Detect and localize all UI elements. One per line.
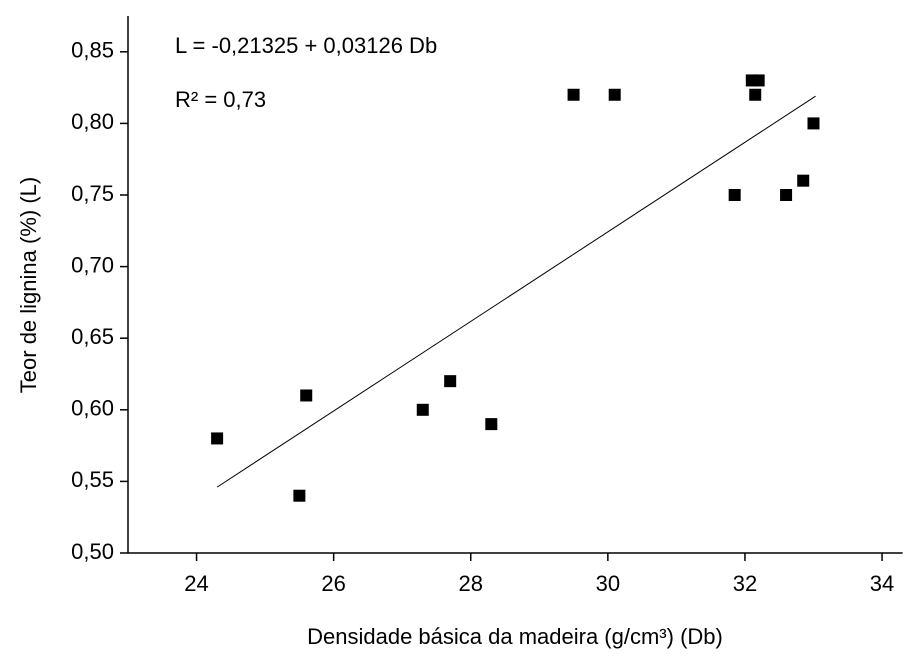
x-tick-label: 32: [733, 571, 757, 596]
point: [608, 88, 621, 101]
y-tick-label: 0,60: [71, 396, 114, 421]
x-tick-label: 26: [321, 571, 345, 596]
point: [567, 88, 580, 101]
r-squared: R² = 0,73: [175, 87, 266, 112]
point: [749, 88, 762, 101]
point: [444, 375, 457, 388]
point: [807, 117, 820, 130]
x-axis-title: Densidade básica da madeira (g/cm³) (Db): [307, 624, 723, 649]
y-axis-title: Teor de lignina (%) (L): [16, 177, 41, 393]
point: [300, 389, 313, 402]
y-tick-label: 0,65: [71, 324, 114, 349]
y-tick-label: 0,80: [71, 109, 114, 134]
x-tick-label: 28: [459, 571, 483, 596]
point: [797, 174, 810, 187]
point: [728, 189, 741, 201]
y-tick-label: 0,75: [71, 181, 114, 206]
y-tick-label: 0,50: [71, 539, 114, 564]
y-tick-label: 0,85: [71, 38, 114, 63]
trend-line: [216, 95, 816, 488]
y-tick-label: 0,70: [71, 252, 114, 277]
point: [485, 418, 498, 431]
point: [293, 489, 306, 502]
x-tick-label: 30: [596, 571, 620, 596]
x-tick-label: 24: [184, 571, 208, 596]
point: [211, 432, 224, 445]
equation: L = -0,21325 + 0,03126 Db: [175, 33, 437, 58]
point: [416, 403, 429, 416]
point: [752, 74, 765, 87]
point: [780, 189, 793, 201]
y-tick-label: 0,55: [71, 467, 114, 492]
x-tick-label: 34: [870, 571, 894, 596]
